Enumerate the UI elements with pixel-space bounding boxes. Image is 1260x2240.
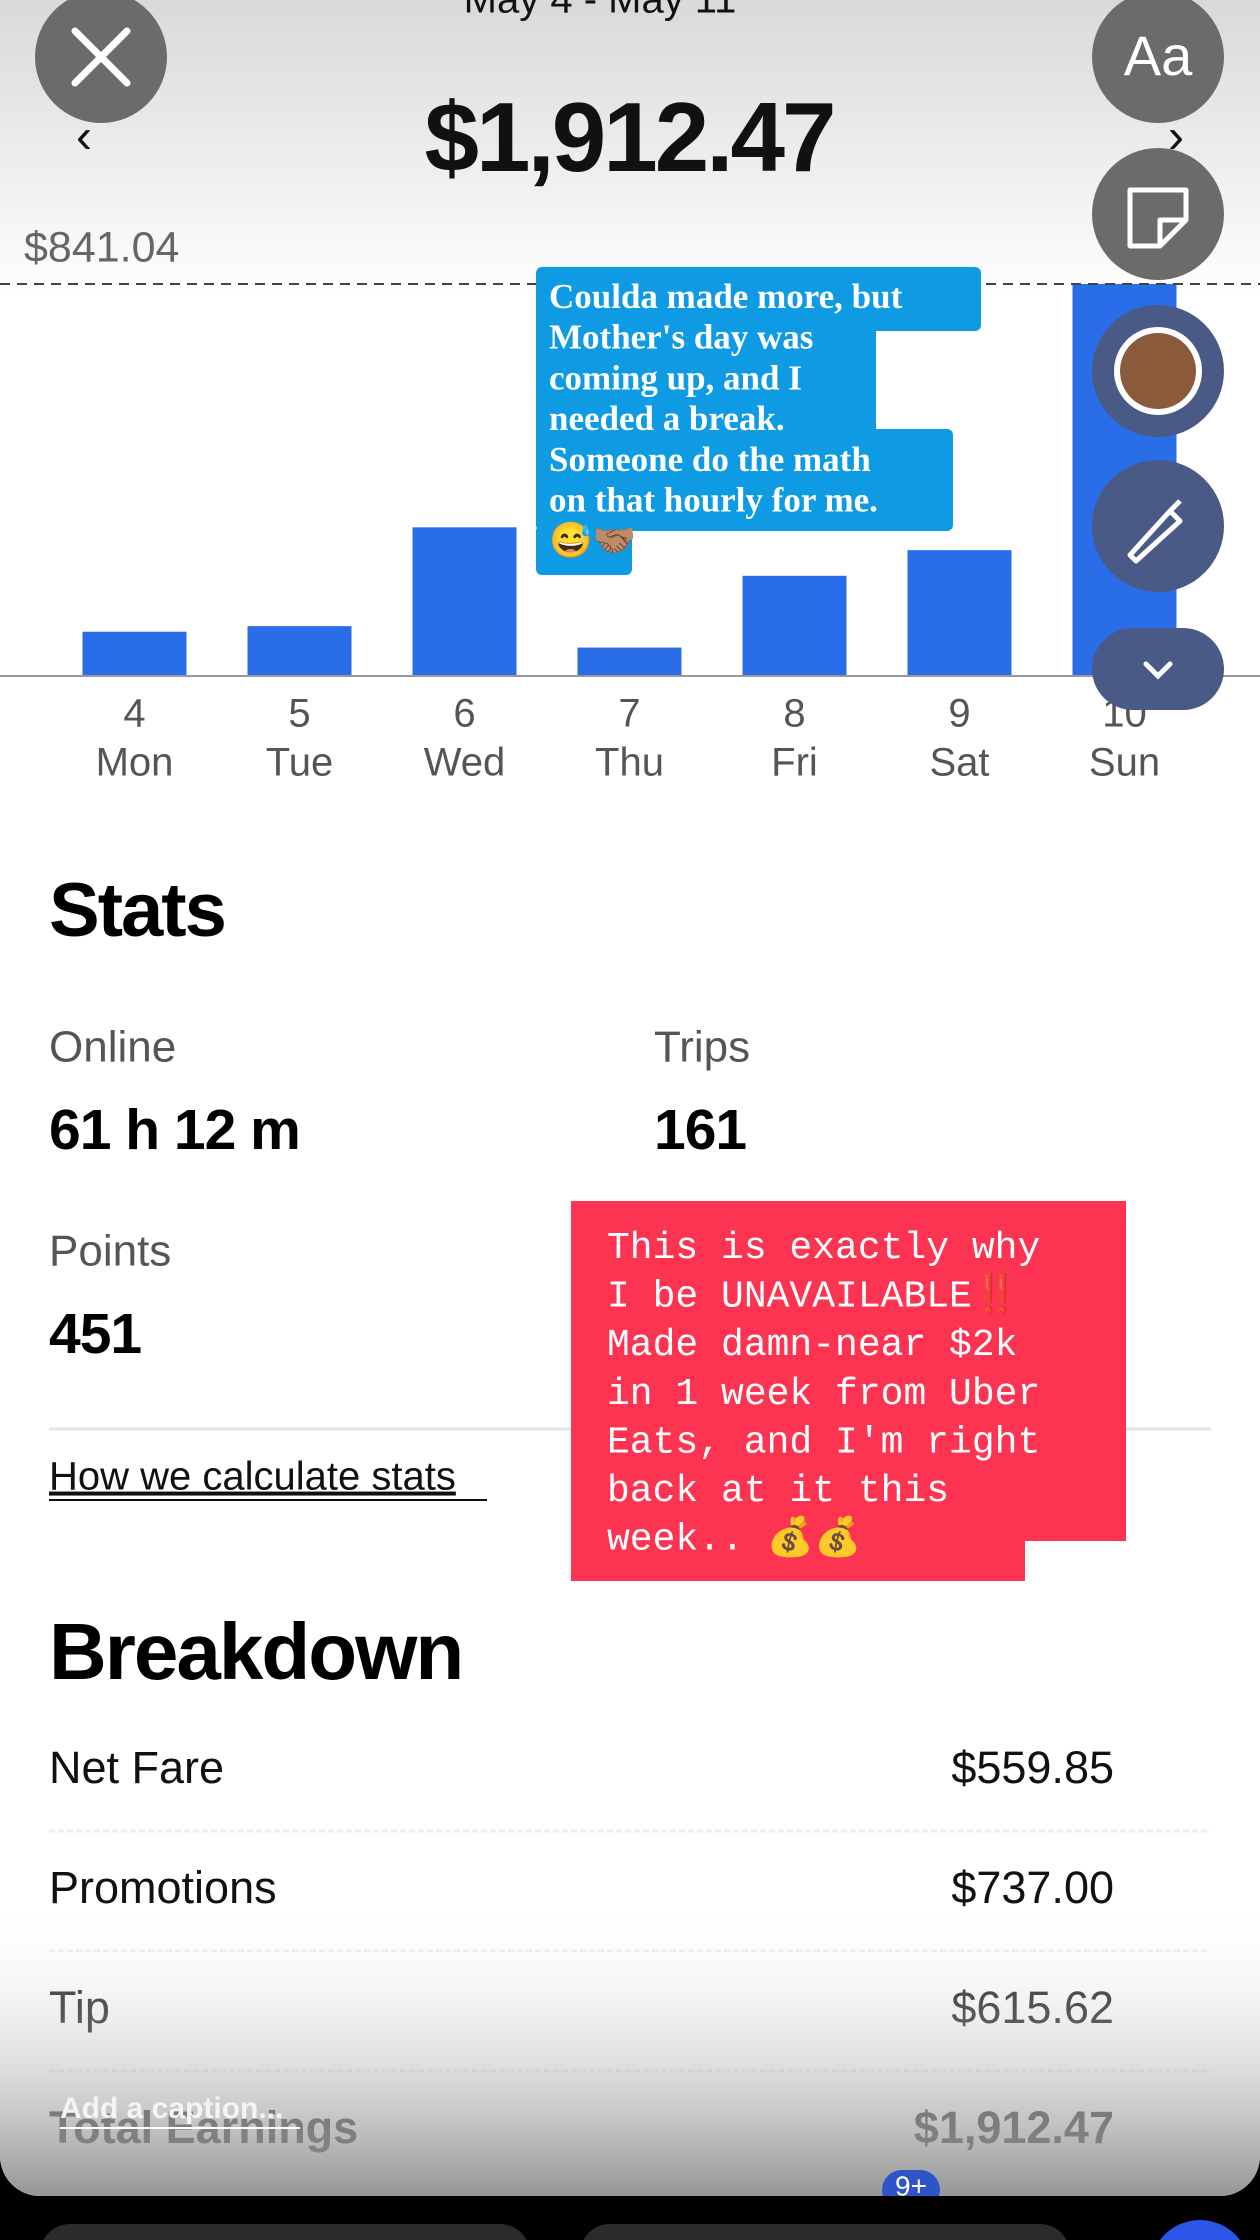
sticker-line: Mother's day was xyxy=(549,318,813,357)
brush-icon xyxy=(1127,499,1183,564)
stat-label: Online xyxy=(49,1023,176,1072)
sticker-bg xyxy=(536,267,981,331)
more-tools[interactable] xyxy=(1092,628,1224,710)
stats-link[interactable]: How we calculate stats xyxy=(49,1455,456,1499)
sticker-bg xyxy=(536,429,953,531)
sticker-line: needed a break. xyxy=(549,399,785,438)
bar[interactable] xyxy=(412,527,517,676)
chevron xyxy=(1143,661,1173,680)
sticker-line: Made damn-near $2k xyxy=(607,1324,1017,1367)
x-day-label: Sun xyxy=(1089,741,1160,785)
bar[interactable] xyxy=(82,631,187,676)
stat-label: Trips xyxy=(654,1023,750,1072)
sticker-icon xyxy=(1127,187,1189,249)
x-day-label: Thu xyxy=(595,741,664,785)
sticker-line: Coulda made more, but xyxy=(549,277,903,316)
bottom-shade xyxy=(0,1900,1260,2196)
stat-value: 61 h 12 m xyxy=(49,1098,300,1162)
bar[interactable] xyxy=(577,647,682,676)
text-tool[interactable] xyxy=(1092,0,1224,123)
breakdown-title: Breakdown xyxy=(49,1607,462,1696)
caption-input[interactable]: Add a caption... xyxy=(60,2092,283,2125)
close-icon xyxy=(71,27,131,87)
badge: 9+ xyxy=(895,2170,927,2201)
sticker-line: Someone do the math xyxy=(549,440,871,479)
x-day-label: Sat xyxy=(929,741,989,785)
top-shade xyxy=(0,0,1260,300)
stat-label: Points xyxy=(49,1227,171,1276)
stats-title: Stats xyxy=(49,868,225,953)
avatar xyxy=(1120,333,1196,409)
sticker-line: coming up, and I xyxy=(549,358,802,397)
x-day-label: Tue xyxy=(266,741,333,785)
sticker-line: 😅🤝🏽 xyxy=(549,521,636,560)
x-date-label: 7 xyxy=(618,692,640,736)
prev-arrow[interactable]: ‹ xyxy=(76,111,92,164)
row-amount: $559.85 xyxy=(951,1742,1114,1793)
sticker-line: This is exactly why xyxy=(607,1227,1040,1270)
x-day-label: Mon xyxy=(96,741,174,785)
bottom-button[interactable] xyxy=(580,2224,1070,2240)
send-button[interactable] xyxy=(1150,2220,1250,2240)
stats-grid: Online 61 h 12 m Trips 161 Points 451 xyxy=(49,1023,750,1366)
bar[interactable] xyxy=(742,575,847,676)
bottom-button[interactable] xyxy=(40,2224,530,2240)
x-date-label: 8 xyxy=(783,692,805,736)
x-date-label: 9 xyxy=(948,692,970,736)
sticker-bg xyxy=(571,1535,1025,1581)
text-tool-label: Aa xyxy=(1124,24,1193,87)
sticker-line: week.. 💰💰 xyxy=(607,1515,861,1562)
sticker-bg xyxy=(536,325,876,435)
sticker-line: in 1 week from Uber xyxy=(607,1373,1040,1416)
date-range[interactable]: May 4 - May 11 xyxy=(464,0,737,22)
sticker-bg xyxy=(536,525,632,575)
bar[interactable] xyxy=(907,550,1012,676)
x-date-label: 5 xyxy=(288,692,310,736)
stat-value: 161 xyxy=(654,1098,746,1162)
sticker-line: Eats, and I'm right xyxy=(607,1421,1040,1464)
sticker-tool[interactable] xyxy=(1092,148,1224,280)
sticker-line: I be UNAVAILABLE‼️ xyxy=(607,1272,1019,1319)
badge-bg xyxy=(882,2170,940,2196)
sticker-line: on that hourly for me. xyxy=(549,481,878,520)
row-label: Net Fare xyxy=(49,1742,224,1793)
reference-label: $841.04 xyxy=(24,223,179,271)
x-date-label: 4 xyxy=(123,692,145,736)
sticker-bg xyxy=(571,1201,1126,1541)
x-day-label: Fri xyxy=(771,741,818,785)
total-amount: $1,912.47 xyxy=(425,82,834,192)
x-day-label: Wed xyxy=(424,741,506,785)
stat-value: 451 xyxy=(49,1302,141,1366)
sticker-line: back at it this xyxy=(607,1470,949,1513)
x-date-label: 6 xyxy=(453,692,475,736)
bar[interactable] xyxy=(247,626,352,676)
